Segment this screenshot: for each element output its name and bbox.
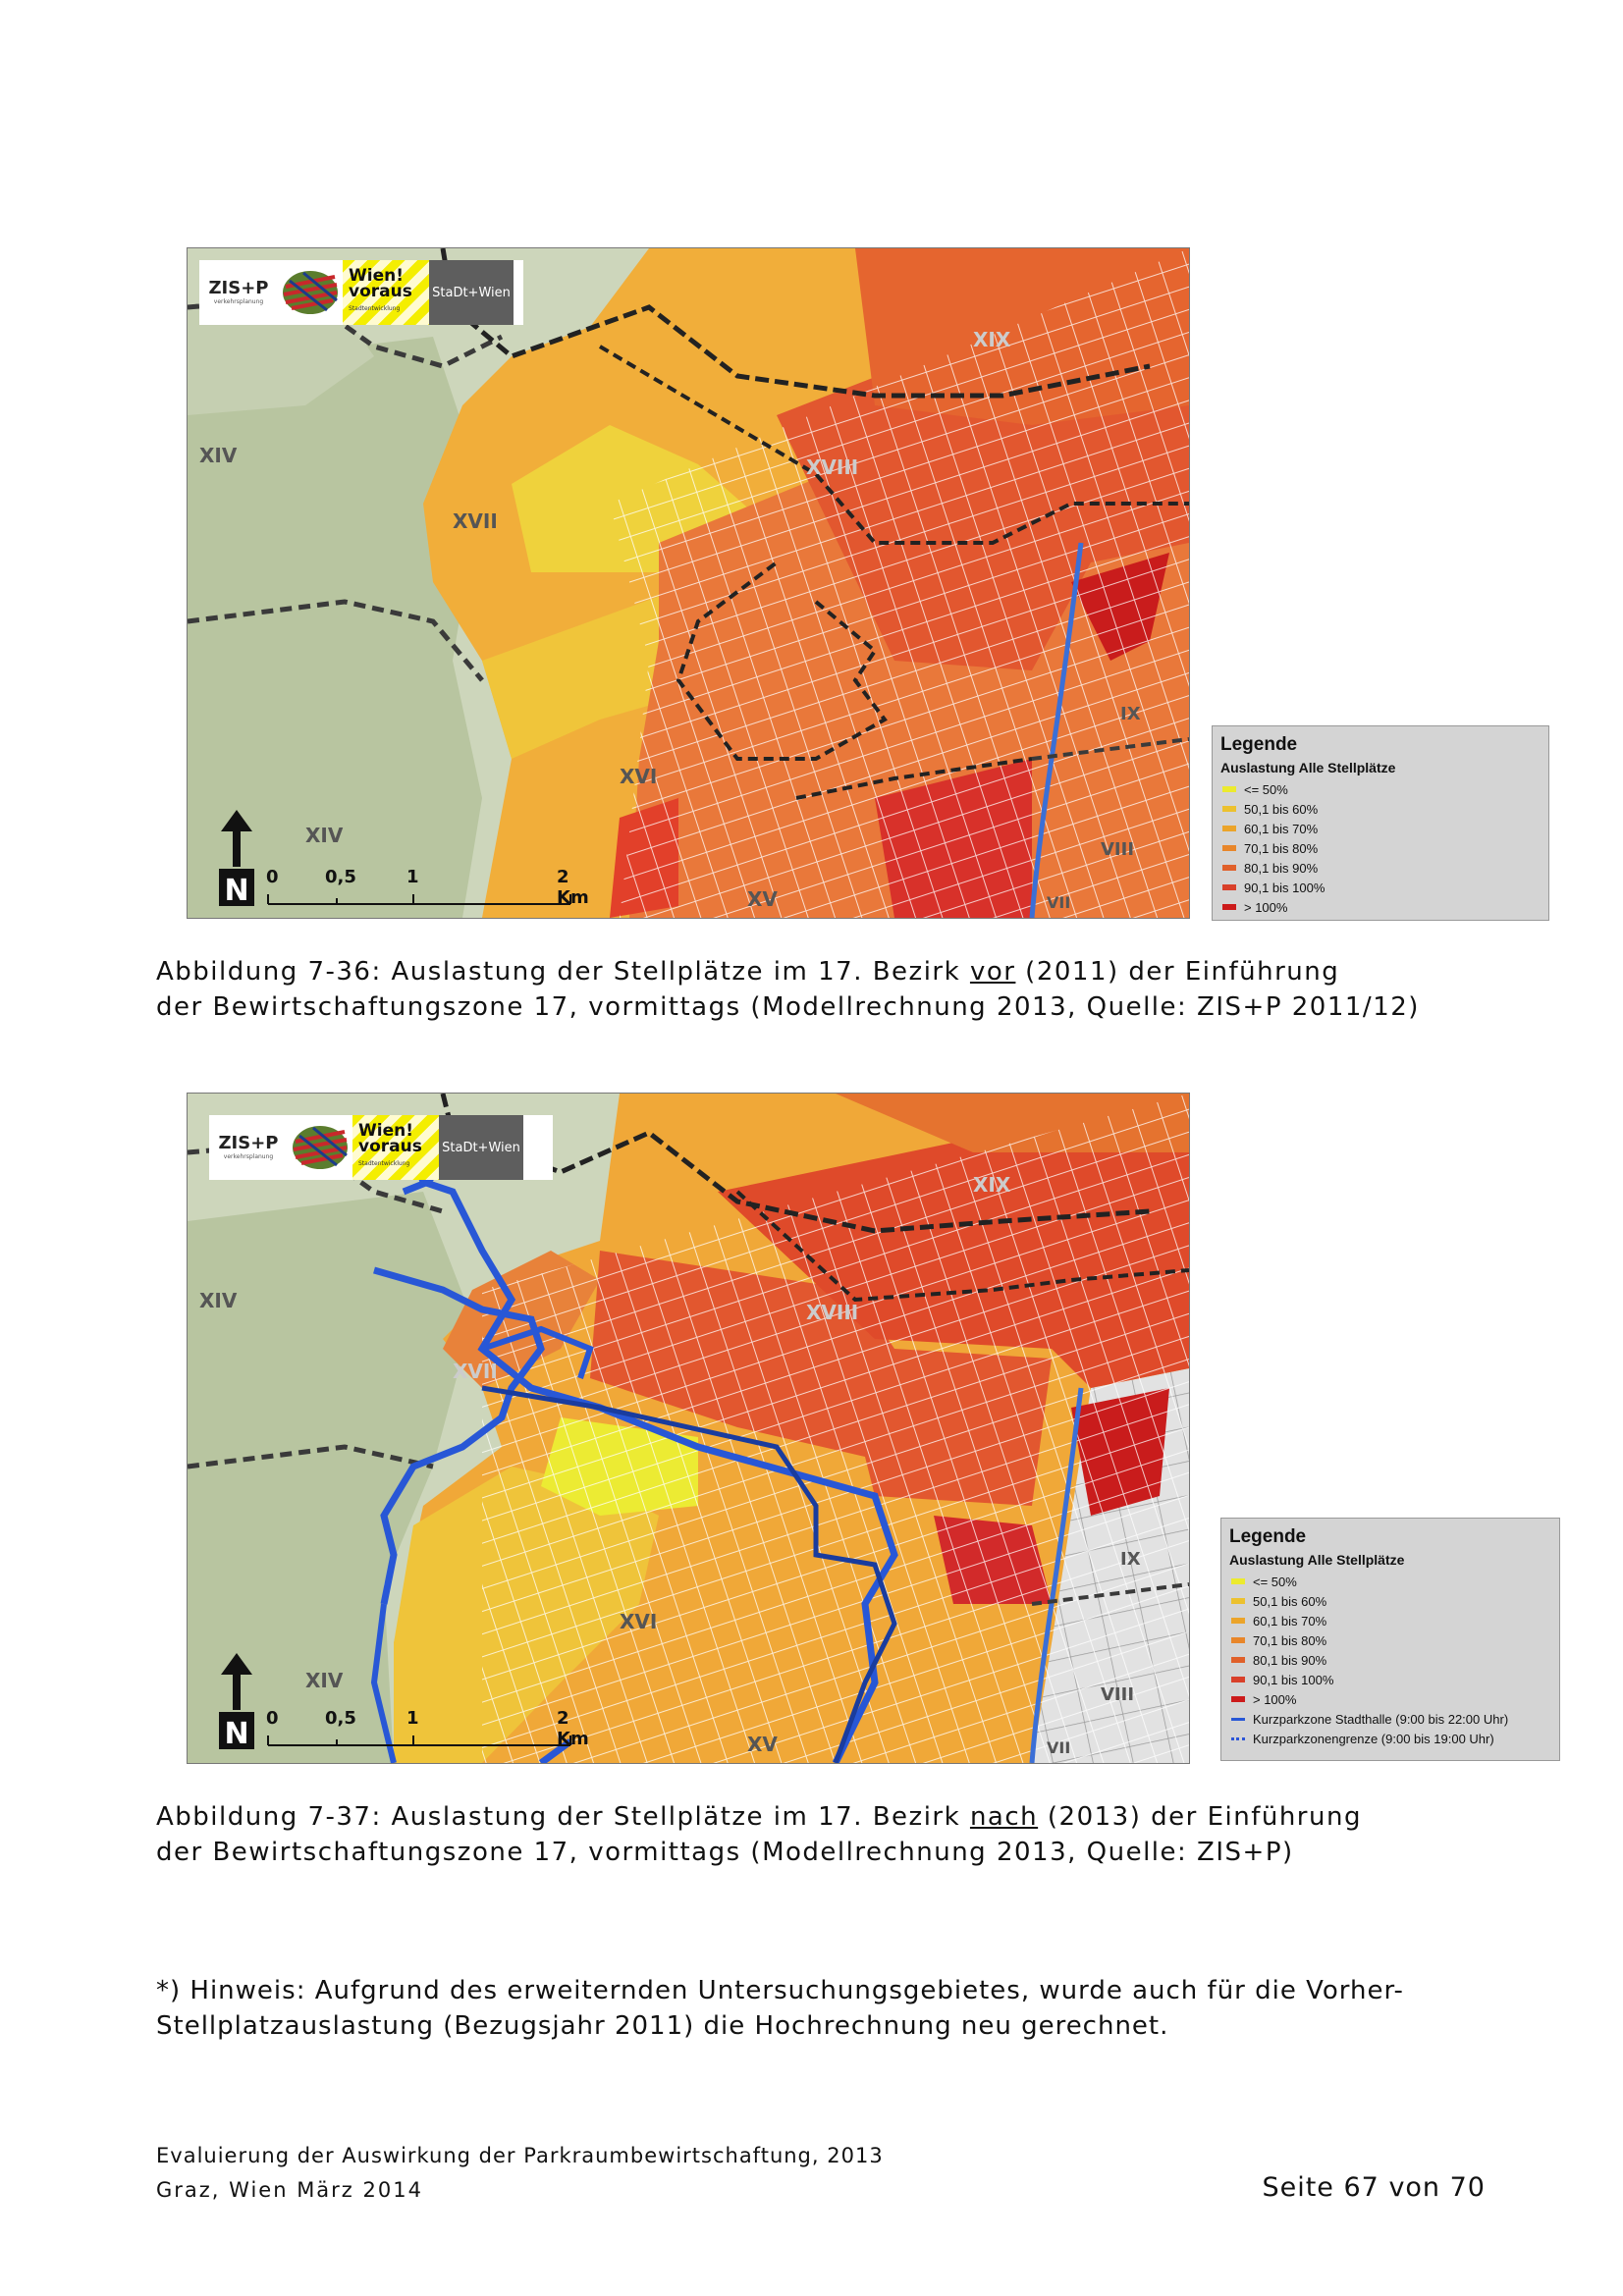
striped-globe-icon: [278, 267, 343, 318]
district-label: XV: [747, 887, 778, 911]
wien-voraus-logo: Wien! voraus Stadtentwicklung: [352, 1115, 439, 1180]
logo-strip: ZIS+P verkehrsplanung Wien! voraus Stadt…: [199, 260, 523, 325]
scale-tick-label: 0,5: [325, 1708, 356, 1729]
legend-item: 60,1 bis 70%: [1222, 819, 1548, 838]
scale-tick-label: 2 Km: [557, 867, 589, 908]
wien-voraus-logo: Wien! voraus Stadtentwicklung: [343, 260, 429, 325]
district-label: XVI: [620, 765, 657, 788]
legend-subtitle: Auslastung Alle Stellplätze: [1220, 760, 1396, 775]
district-label: XIV: [199, 444, 238, 467]
district-label: XIV: [305, 1669, 344, 1692]
district-label: XVIII: [806, 1301, 858, 1324]
district-label: XIX: [973, 1173, 1011, 1197]
legend-item: <= 50%: [1222, 779, 1548, 799]
parking-utilization-map-2013: XIV XVII XVIII XIX XVI XIV XV IX VIII VI…: [188, 1094, 1189, 1763]
scale-tick-label: 1: [406, 867, 419, 887]
footer-place-date: Graz, Wien März 2014: [156, 2178, 423, 2202]
map-figure-before: XIV XVII XVIII XIX XVI XIV XV IX VIII VI…: [187, 247, 1190, 919]
district-label: XIV: [305, 824, 344, 847]
legend-item: 90,1 bis 100%: [1222, 878, 1548, 897]
footer-report-title: Evaluierung der Auswirkung der Parkraumb…: [156, 2144, 884, 2167]
scale-tick-label: 0: [266, 1708, 279, 1729]
north-arrow-icon: N: [219, 1653, 254, 1751]
zis-logo: ZIS+P verkehrsplanung: [208, 278, 269, 305]
district-label: XVI: [620, 1610, 657, 1633]
legend-item: <= 50%: [1231, 1572, 1559, 1591]
district-label: XVII: [453, 1360, 498, 1383]
district-label: XVII: [453, 509, 498, 533]
figure-caption-1: Abbildung 7-36: Auslastung der Stellplät…: [156, 957, 1420, 1022]
legend-title: Legende: [1229, 1526, 1307, 1547]
figure-caption-2: Abbildung 7-37: Auslastung der Stellplät…: [156, 1802, 1362, 1867]
legend-item: 70,1 bis 80%: [1231, 1630, 1559, 1650]
scale-bar: 0 0,5 1 2 Km: [266, 1708, 590, 1751]
legend-item: 60,1 bis 70%: [1231, 1611, 1559, 1630]
district-label: XV: [747, 1733, 778, 1756]
footnote: *) Hinweis: Aufgrund des erweiternden Un…: [156, 1976, 1404, 2041]
legend-item: > 100%: [1222, 897, 1548, 917]
map-legend-after: Legende Auslastung Alle Stellplätze <= 5…: [1220, 1518, 1560, 1761]
north-arrow-icon: N: [219, 810, 254, 908]
scale-tick-label: 1: [406, 1708, 419, 1729]
legend-item: Kurzparkzone Stadthalle (9:00 bis 22:00 …: [1231, 1709, 1559, 1729]
district-label: IX: [1120, 704, 1141, 724]
legend-item: 80,1 bis 90%: [1222, 858, 1548, 878]
legend-item: > 100%: [1231, 1689, 1559, 1709]
stadt-wien-logo: StaDt+Wien: [429, 260, 514, 325]
district-label: XVIII: [806, 455, 858, 479]
scale-tick-label: 0: [266, 867, 279, 887]
legend-item: 80,1 bis 90%: [1231, 1650, 1559, 1670]
district-label: IX: [1120, 1549, 1141, 1570]
legend-subtitle: Auslastung Alle Stellplätze: [1229, 1552, 1405, 1568]
district-label: XIX: [973, 328, 1011, 351]
district-label: VIII: [1101, 839, 1134, 860]
north-label: N: [224, 1717, 248, 1751]
legend-item: 70,1 bis 80%: [1222, 838, 1548, 858]
scale-tick-label: 0,5: [325, 867, 356, 887]
scale-tick-label: 2 Km: [557, 1708, 589, 1749]
district-label: VII: [1047, 893, 1070, 912]
zis-logo: ZIS+P verkehrsplanung: [218, 1133, 279, 1160]
logo-strip: ZIS+P verkehrsplanung Wien! voraus Stadt…: [209, 1115, 553, 1180]
district-label: XIV: [199, 1289, 238, 1312]
legend-item: Kurzparkzonengrenze (9:00 bis 19:00 Uhr): [1231, 1729, 1559, 1748]
district-label: VIII: [1101, 1684, 1134, 1705]
district-label: VII: [1047, 1738, 1070, 1757]
striped-globe-icon: [288, 1122, 352, 1173]
map-figure-after: XIV XVII XVIII XIX XVI XIV XV IX VIII VI…: [187, 1093, 1190, 1764]
legend-title: Legende: [1220, 734, 1298, 755]
north-label: N: [224, 874, 248, 908]
legend-item: 50,1 bis 60%: [1222, 799, 1548, 819]
page-number: Seite 67 von 70: [1262, 2172, 1486, 2203]
scale-bar: 0 0,5 1 2 Km: [266, 867, 590, 910]
map-legend-before: Legende Auslastung Alle Stellplätze <= 5…: [1212, 725, 1549, 921]
legend-item: 90,1 bis 100%: [1231, 1670, 1559, 1689]
legend-item: 50,1 bis 60%: [1231, 1591, 1559, 1611]
stadt-wien-logo: StaDt+Wien: [439, 1115, 523, 1180]
parking-utilization-map-2011: XIV XVII XVIII XIX XVI XIV XV IX VIII VI…: [188, 248, 1189, 918]
